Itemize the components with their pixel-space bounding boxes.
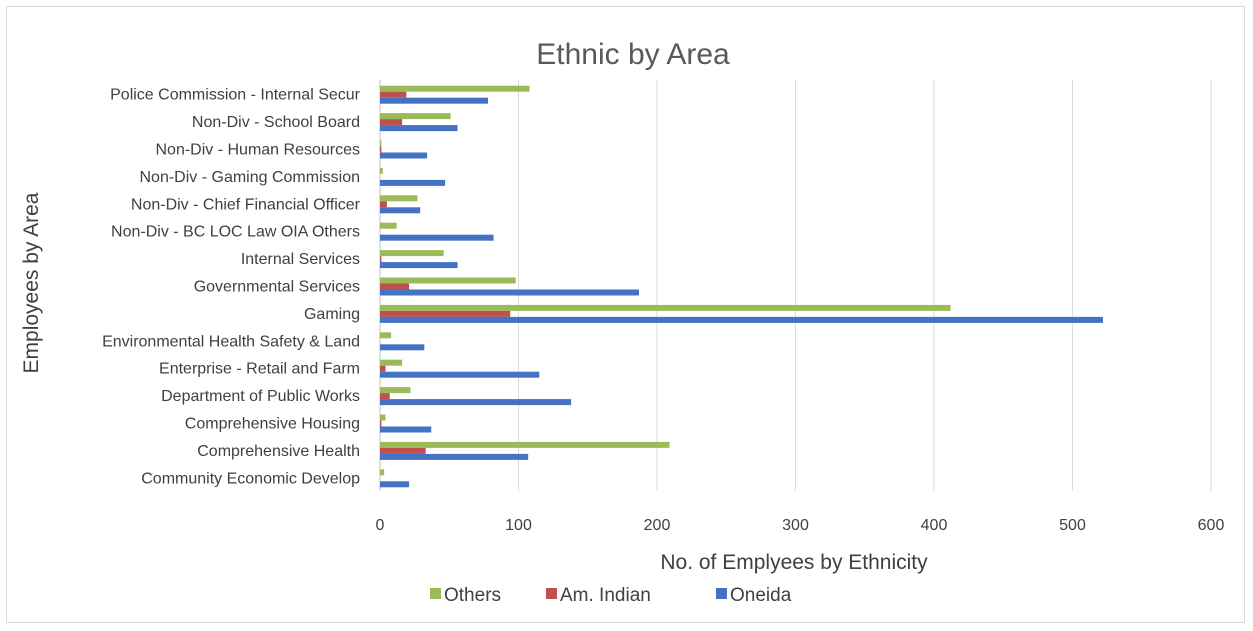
legend-swatch [430,588,441,599]
chart-title: Ethnic by Area [536,38,730,71]
bar-oneida [380,371,540,378]
bar-oneida [380,125,458,132]
category-label: Enterprise - Retail and Farm [159,361,360,378]
bar-oneida [380,426,432,433]
bars [380,85,1103,488]
category-label: Community Economic Develop [141,470,360,487]
category-label: Gaming [304,306,360,323]
legend-label: Oneida [730,585,792,606]
bar-oneida [380,207,421,214]
bar-others [380,304,951,311]
bar-oneida [380,344,425,351]
bar-others [380,222,397,229]
bar-am-indian [380,146,382,153]
legend-label: Others [444,585,501,606]
bar-others [380,167,383,174]
bar-others [380,359,403,366]
bar-others [380,113,451,120]
bar-am-indian [380,91,407,98]
category-label: Non-Div - Gaming Commission [140,169,361,186]
bar-others [380,250,444,257]
bar-others [380,277,516,284]
category-label: Environmental Health Safety & Land [102,333,360,350]
category-label: Comprehensive Health [197,443,360,460]
legend-swatch [716,588,727,599]
category-label: Non-Div - Chief Financial Officer [131,196,361,213]
x-tick-label: 600 [1198,517,1225,534]
category-label: Department of Public Works [161,388,360,405]
category-label: Internal Services [241,251,360,268]
x-axis-label: No. of Emplyees by Ethnicity [660,551,928,574]
x-tick-label: 0 [376,517,385,534]
legend-label: Am. Indian [560,585,651,606]
bar-am-indian [380,310,511,317]
bar-am-indian [380,420,382,427]
legend-swatch [546,588,557,599]
bar-am-indian [380,365,386,372]
bar-others [380,140,382,147]
bar-am-indian [380,283,410,290]
category-label: Non-Div - School Board [192,114,360,131]
bar-others [380,195,418,202]
x-tick-label: 300 [782,517,809,534]
bar-others [380,332,392,339]
legend: Others Am. Indian Oneida [430,585,792,606]
y-axis-label: Employees by Area [20,192,43,373]
bar-oneida [380,234,494,241]
bar-oneida [380,97,489,104]
chart-frame [6,6,1245,623]
bar-oneida [380,179,446,186]
bar-oneida [380,262,458,269]
bar-oneida [380,289,639,296]
category-label: Police Commission - Internal Secur [110,87,361,104]
bar-others [380,441,670,448]
category-label: Comprehensive Housing [185,416,360,433]
x-tick-labels: 0 100 200 300 400 500 600 [376,517,1225,534]
bar-am-indian [380,393,390,400]
bar-am-indian [380,201,387,208]
bar-am-indian [380,447,426,454]
bar-others [380,414,386,421]
bar-others [380,387,411,394]
bar-am-indian [380,256,382,263]
bar-am-indian [380,119,403,126]
x-tick-label: 200 [644,517,671,534]
category-label: Governmental Services [194,279,360,296]
x-tick-label: 100 [505,517,532,534]
bar-oneida [380,316,1103,323]
bar-others [380,469,385,476]
bar-others [380,85,530,92]
category-label: Non-Div - BC LOC Law OIA Others [111,224,360,241]
gridlines [379,80,1212,491]
bar-oneida [380,453,529,460]
category-labels: Community Economic Develop Comprehensive … [102,87,361,488]
bar-oneida [380,481,410,488]
x-tick-label: 500 [1059,517,1086,534]
x-tick-label: 400 [921,517,948,534]
bar-oneida [380,399,572,406]
category-label: Non-Div - Human Resources [155,142,360,159]
bar-oneida [380,152,428,159]
